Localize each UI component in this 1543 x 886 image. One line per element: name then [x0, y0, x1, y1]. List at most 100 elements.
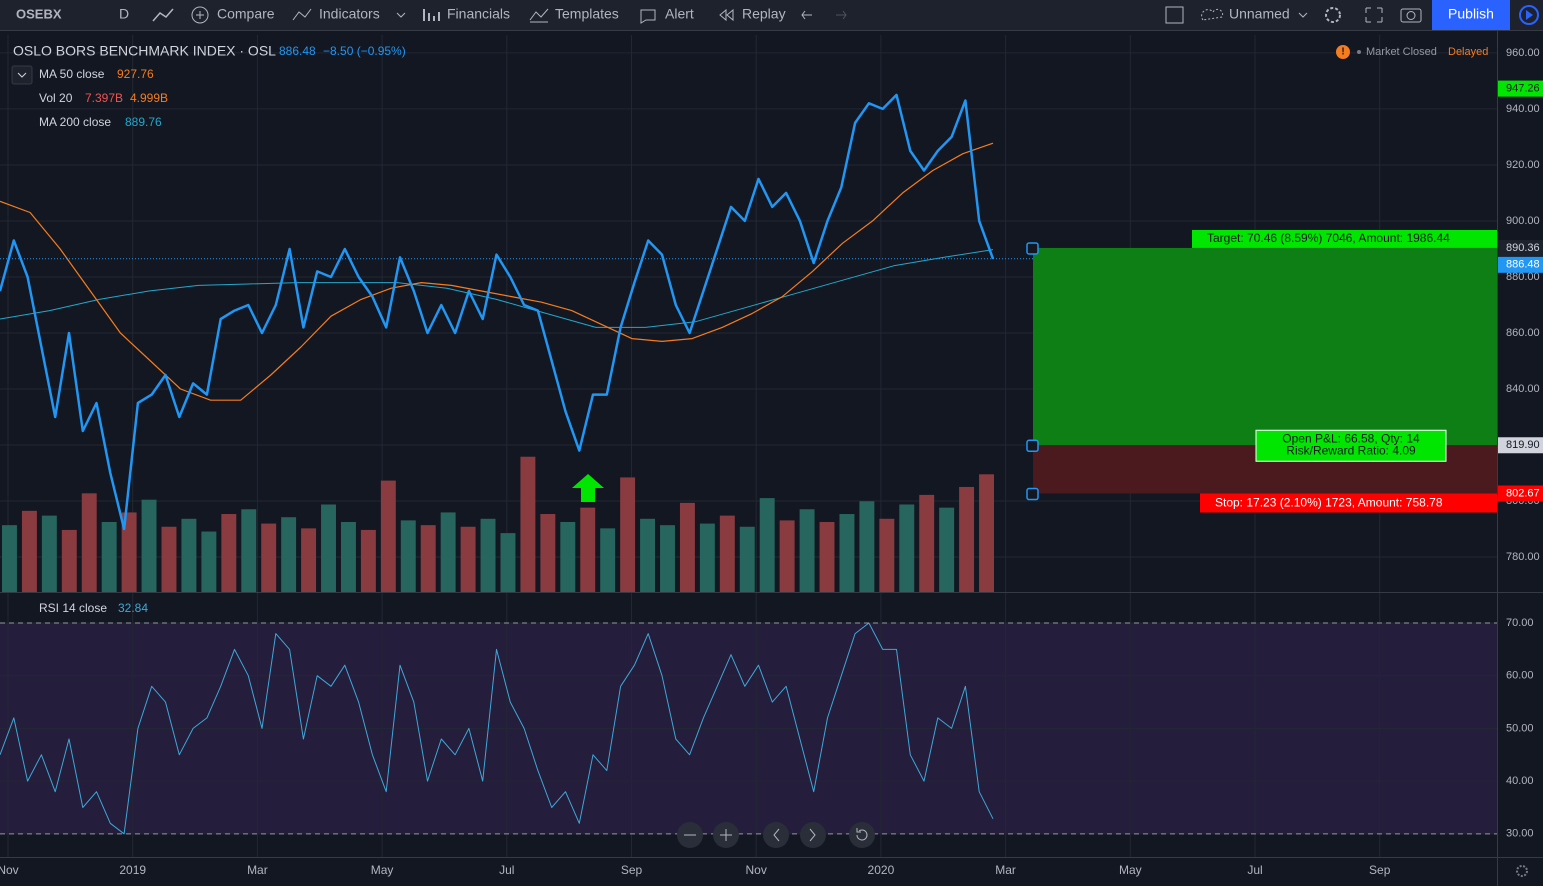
series-line: [0, 93, 995, 531]
scroll-right-icon: [809, 828, 816, 842]
volume-bar: [380, 480, 396, 592]
alert-icon[interactable]: [640, 9, 656, 24]
last-price-tag: [1498, 256, 1543, 273]
y-tick-label: 900.00: [1506, 215, 1540, 227]
volume-bar: [839, 514, 855, 592]
legend-ma200-value: 889.76: [125, 115, 162, 129]
layout-dropdown[interactable]: [1298, 12, 1308, 18]
position-handle: [1026, 487, 1039, 501]
volume-bar: [301, 528, 317, 592]
entry-tag: [1498, 437, 1543, 454]
toolbar-item[interactable]: Alert: [665, 6, 694, 22]
stop-tag: [1498, 485, 1543, 502]
x-tick-label: Nov: [746, 863, 767, 877]
toolbar-item[interactable]: Compare: [217, 6, 275, 22]
toolbar-item[interactable]: Replay: [742, 6, 786, 22]
y-tick-label: 860.00: [1506, 327, 1540, 339]
settings-icon[interactable]: [1325, 7, 1341, 23]
status-icon-mark: !: [1341, 47, 1344, 58]
position-handle: [1026, 242, 1039, 255]
volume-bar: [919, 494, 935, 592]
toolbar-item[interactable]: Financials: [447, 6, 510, 22]
volume-bar: [819, 521, 835, 592]
legend-rsi-value: 32.84: [118, 601, 148, 615]
undo[interactable]: [801, 10, 812, 20]
position-handle: [1026, 439, 1039, 453]
volume-bar: [221, 514, 237, 592]
y-tick-label: 50.00: [1506, 722, 1534, 734]
volume-bar: [699, 523, 715, 592]
legend-ma200: MA 200 close: [39, 115, 111, 129]
reset-chart[interactable]: [849, 822, 875, 848]
legend-volume-ma: 4.999B: [130, 91, 168, 105]
legend-toggle-icon: [17, 72, 27, 78]
scroll-right[interactable]: [800, 822, 826, 848]
indicators-dropdown[interactable]: [396, 12, 406, 18]
replay-icon[interactable]: [719, 8, 734, 22]
interval[interactable]: D: [119, 6, 129, 22]
x-tick-label: Sep: [1369, 863, 1391, 877]
templates-icon[interactable]: [529, 8, 549, 23]
volume-bar: [959, 486, 975, 592]
legend-volume-value: 7.397B: [85, 91, 123, 105]
toolbar-item[interactable]: Indicators: [319, 6, 380, 22]
snapshot-icon[interactable]: [1400, 8, 1422, 23]
volume-bar: [241, 509, 257, 592]
scroll-left-icon: [773, 828, 780, 842]
fullscreen-icon[interactable]: [1365, 7, 1383, 23]
volume-bar: [41, 515, 57, 592]
toolbar: [0, 0, 1543, 30]
volume-bar: [61, 529, 77, 592]
redo[interactable]: [836, 10, 847, 20]
arrow-drawing: [572, 474, 604, 502]
chart-style-icon[interactable]: [152, 8, 174, 22]
indicators-icon[interactable]: [292, 8, 312, 21]
legend-toggle[interactable]: [11, 65, 33, 85]
volume-bar: [321, 504, 336, 592]
volume-bar: [620, 477, 636, 592]
pnl-box: [1255, 429, 1447, 462]
reset-icon: [856, 828, 868, 841]
volume-bar: [281, 517, 297, 592]
axis-settings[interactable]: [1516, 865, 1528, 877]
profit-zone: [1033, 247, 1497, 446]
x-tick-label: May: [1119, 863, 1142, 877]
volume-bar: [520, 456, 536, 592]
target-tag: [1498, 239, 1543, 256]
volume-bar: [141, 499, 157, 592]
x-tick-label: Mar: [247, 863, 268, 877]
scroll-left[interactable]: [763, 822, 789, 848]
y-tick-label: 920.00: [1506, 159, 1540, 171]
y-tick-label: 70.00: [1506, 617, 1534, 629]
volume-bar: [121, 512, 137, 592]
volume-bar: [101, 521, 117, 592]
y-tick-label: 940.00: [1506, 103, 1540, 115]
zoom-in-icon: [720, 829, 732, 841]
stream-button[interactable]: [1519, 5, 1539, 25]
volume-bar: [600, 528, 616, 592]
chart-title: OSLO BORS BENCHMARK INDEX · OSL: [13, 43, 276, 59]
financials-icon[interactable]: [423, 9, 440, 21]
volume-bar: [2, 525, 17, 592]
legend-ma50: MA 50 close: [39, 67, 105, 81]
symbol[interactable]: OSEBX: [16, 6, 62, 21]
navigation: [677, 822, 875, 848]
y-tick-label: 30.00: [1506, 828, 1534, 840]
x-tick-label: Jul: [499, 863, 514, 877]
publish-button[interactable]: [1432, 0, 1510, 30]
volume-bar: [859, 501, 875, 592]
compare-icon[interactable]: [191, 6, 209, 24]
select-icon[interactable]: [1165, 6, 1184, 24]
stop-tag-text: 802.67: [1506, 487, 1540, 499]
volume-bar: [161, 526, 177, 592]
volume-bar: [340, 521, 356, 592]
volume-bar: [261, 523, 277, 592]
publish-label[interactable]: Publish: [1448, 6, 1494, 22]
toolbar-item[interactable]: Templates: [555, 6, 619, 22]
x-tick-label: Nov: [0, 863, 19, 877]
volume-bar: [799, 509, 815, 592]
y-tick-label: 960.00: [1506, 47, 1540, 59]
layout-name[interactable]: Unnamed: [1229, 6, 1290, 22]
